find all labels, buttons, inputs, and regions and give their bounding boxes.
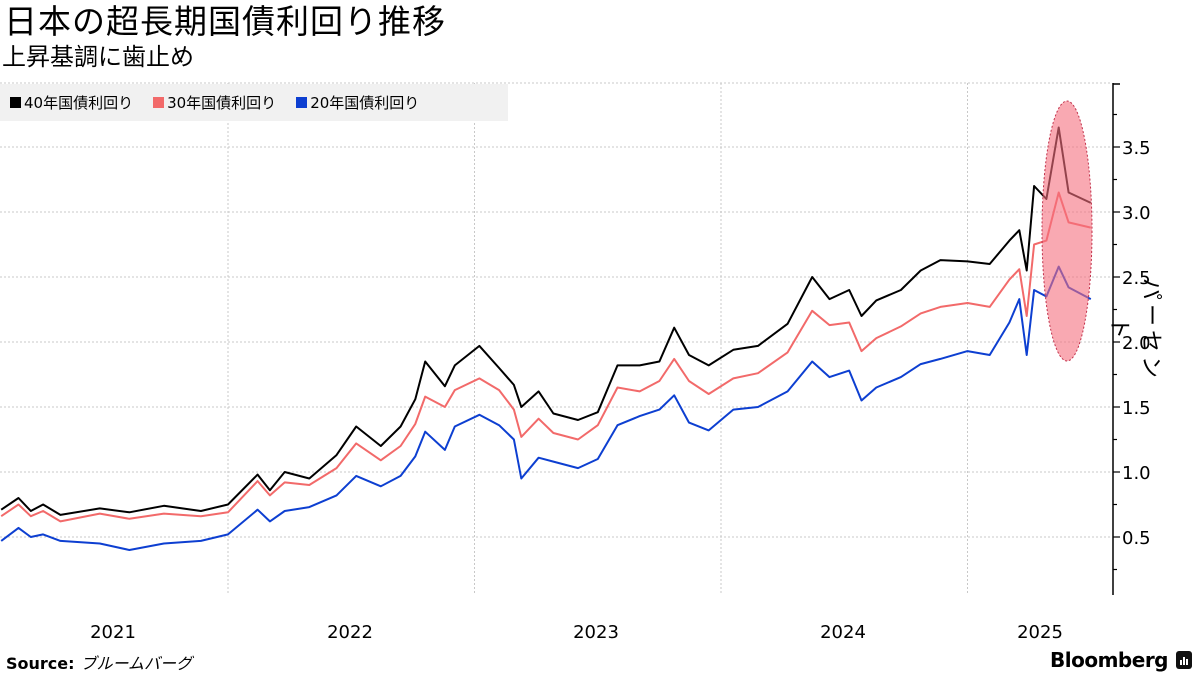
source-value: ブルームバーグ: [80, 654, 193, 673]
legend-item-30y: 30年国債利回り: [153, 92, 276, 113]
y-tick-label: 2.0: [1122, 333, 1151, 354]
legend-swatch-30y: [153, 97, 165, 108]
source-note: Source: ブルームバーグ: [6, 650, 192, 674]
x-tick-2021: 2021: [90, 622, 136, 643]
x-tick-2025: 2025: [1017, 622, 1063, 643]
y-tick-label: 1.0: [1122, 463, 1151, 484]
legend-label-40y: 40年国債利回り: [24, 94, 134, 112]
bloomberg-chart-icon: [1176, 651, 1192, 669]
legend-label-30y: 30年国債利回り: [167, 94, 277, 112]
gridlines: [0, 82, 1112, 595]
y-axis: 0.5 1.0 1.5 2.0 2.5 3.0 3.5: [1112, 83, 1151, 595]
legend-swatch-20y: [296, 97, 308, 108]
x-tick-2023: 2023: [573, 622, 619, 643]
bloomberg-logo: Bloomberg: [1050, 648, 1168, 672]
legend-swatch-40y: [10, 97, 21, 108]
highlight-ellipse: [1041, 100, 1093, 362]
y-tick-label: 1.5: [1122, 398, 1151, 419]
x-tick-2022: 2022: [327, 622, 373, 643]
legend: 40年国債利回り 30年国債利回り 20年国債利回り: [0, 84, 508, 121]
y-tick-label: 3.5: [1122, 138, 1151, 159]
y-tick-label: 0.5: [1122, 528, 1151, 549]
chart-subtitle: 上昇基調に歯止め: [2, 43, 194, 71]
y-axis-label: パーセント: [1106, 277, 1163, 382]
legend-item-40y: 40年国債利回り: [10, 92, 133, 113]
legend-item-20y: 20年国債利回り: [296, 92, 419, 113]
legend-label-20y: 20年国債利回り: [310, 94, 420, 112]
source-label: Source:: [6, 654, 75, 673]
y-tick-label: 2.5: [1122, 268, 1151, 289]
y-tick-label: 3.0: [1122, 203, 1151, 224]
chart-title: 日本の超長期国債利回り推移: [4, 2, 446, 41]
data-lines: [0, 126, 1092, 551]
x-tick-2024: 2024: [820, 622, 866, 643]
